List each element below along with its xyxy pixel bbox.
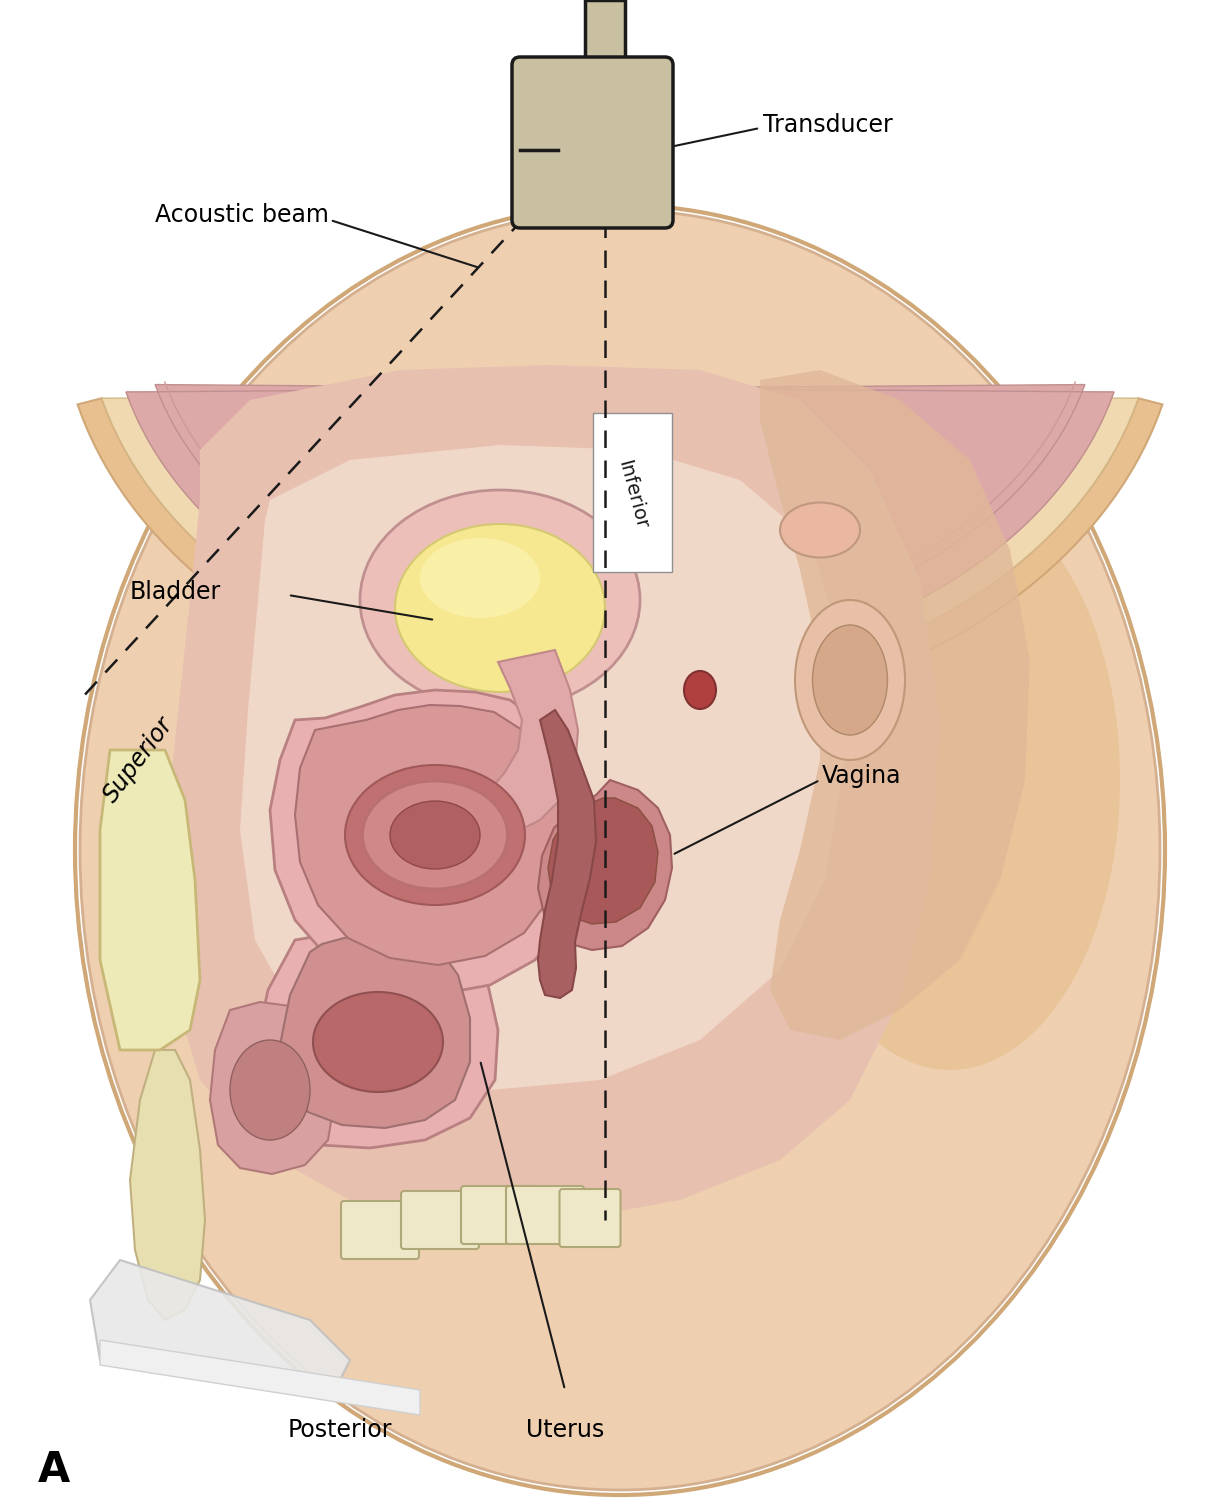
Ellipse shape xyxy=(345,766,525,904)
Text: Uterus: Uterus xyxy=(526,1418,604,1442)
Polygon shape xyxy=(760,370,1030,1040)
Ellipse shape xyxy=(230,1040,310,1140)
Ellipse shape xyxy=(795,599,905,760)
Polygon shape xyxy=(77,399,1163,720)
Ellipse shape xyxy=(390,800,480,868)
Polygon shape xyxy=(270,690,582,995)
FancyBboxPatch shape xyxy=(559,1188,621,1247)
Polygon shape xyxy=(295,705,561,965)
Ellipse shape xyxy=(313,992,443,1092)
Polygon shape xyxy=(584,0,626,80)
FancyBboxPatch shape xyxy=(401,1191,479,1249)
Polygon shape xyxy=(255,926,499,1148)
Polygon shape xyxy=(211,1003,335,1173)
FancyBboxPatch shape xyxy=(512,57,673,228)
Ellipse shape xyxy=(812,625,887,735)
Polygon shape xyxy=(548,797,658,924)
Ellipse shape xyxy=(684,670,716,710)
Ellipse shape xyxy=(361,491,640,710)
Text: Bladder: Bladder xyxy=(129,580,221,604)
Text: Superior: Superior xyxy=(98,713,178,808)
Polygon shape xyxy=(100,750,200,1049)
Ellipse shape xyxy=(394,524,605,692)
FancyBboxPatch shape xyxy=(341,1200,419,1259)
Ellipse shape xyxy=(363,781,507,889)
FancyBboxPatch shape xyxy=(461,1185,538,1244)
Text: Posterior: Posterior xyxy=(288,1418,392,1442)
FancyBboxPatch shape xyxy=(593,414,672,572)
Text: Transducer: Transducer xyxy=(764,113,893,137)
Polygon shape xyxy=(100,1339,420,1415)
Ellipse shape xyxy=(80,210,1160,1490)
FancyBboxPatch shape xyxy=(506,1185,584,1244)
Text: A: A xyxy=(38,1450,70,1490)
Ellipse shape xyxy=(420,538,540,618)
Text: Inferior: Inferior xyxy=(615,459,651,532)
Polygon shape xyxy=(240,445,845,1090)
Polygon shape xyxy=(129,1049,204,1320)
Polygon shape xyxy=(126,385,1114,670)
Polygon shape xyxy=(280,935,469,1128)
Text: Acoustic beam: Acoustic beam xyxy=(155,202,329,226)
Polygon shape xyxy=(165,365,940,1220)
Ellipse shape xyxy=(780,491,1120,1071)
Polygon shape xyxy=(102,393,1139,695)
Text: Vagina: Vagina xyxy=(822,764,901,788)
Polygon shape xyxy=(538,710,597,998)
Ellipse shape xyxy=(780,503,860,557)
Polygon shape xyxy=(538,781,672,950)
Polygon shape xyxy=(488,649,578,830)
Polygon shape xyxy=(90,1259,350,1400)
